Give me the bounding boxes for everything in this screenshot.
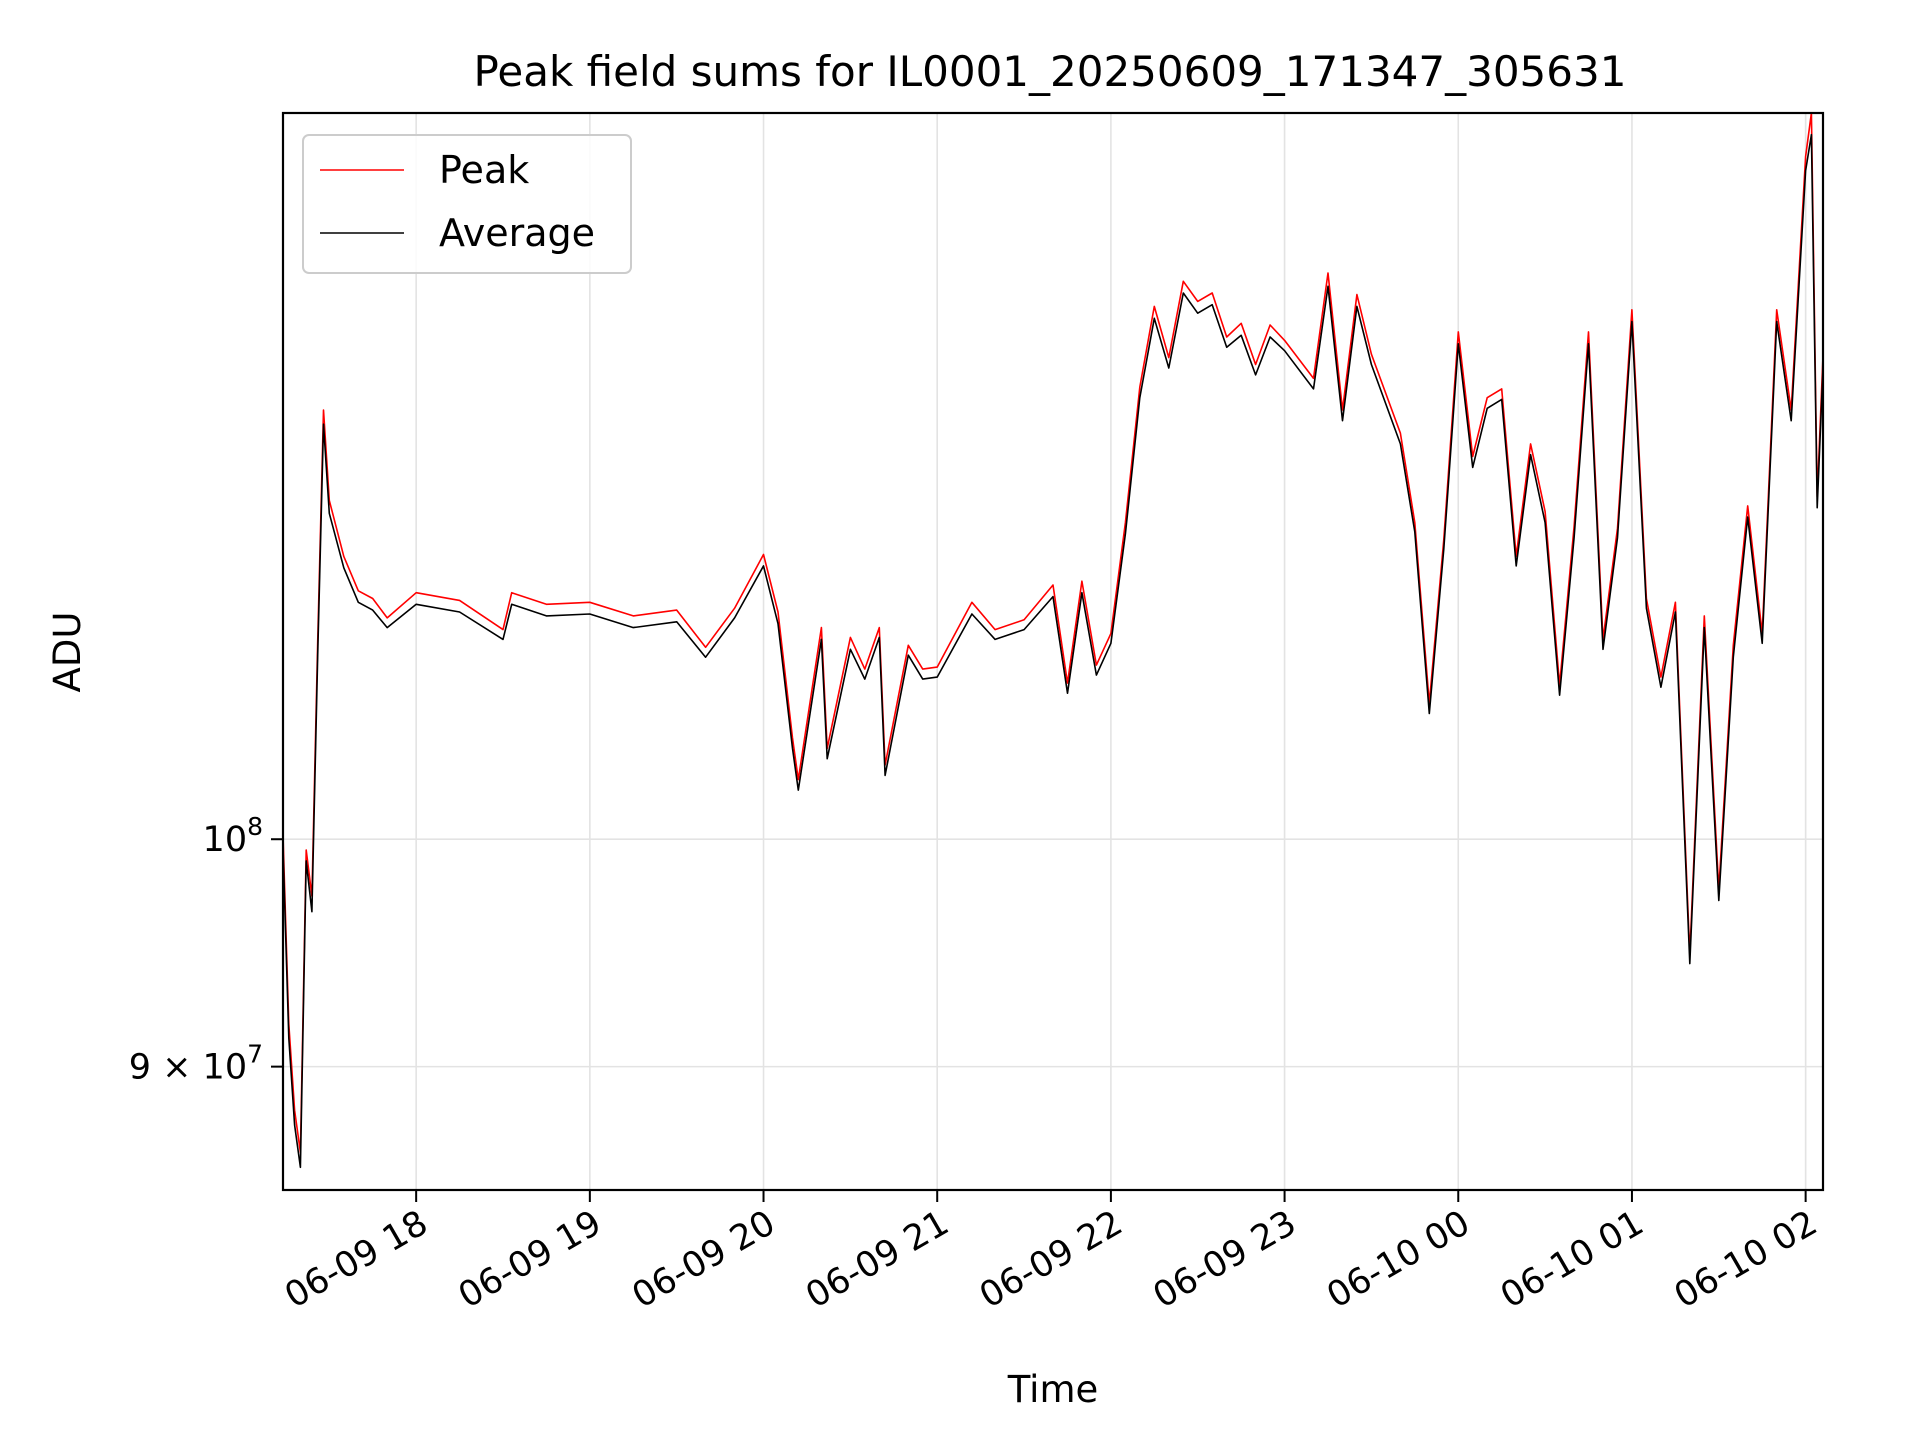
x-axis-label: Time xyxy=(1007,1368,1099,1411)
y-tick-label: 9 × 107 xyxy=(129,1040,263,1088)
y-tick-label: 108 xyxy=(203,812,263,860)
legend-average-label: Average xyxy=(439,211,595,255)
series-lines xyxy=(282,112,1824,1169)
y-axis-label: ADU xyxy=(46,612,89,693)
grid-lines xyxy=(283,113,1823,1190)
legend: Peak Average xyxy=(302,134,632,274)
legend-peak-label: Peak xyxy=(439,148,529,192)
plot-frame xyxy=(281,111,1825,1192)
chart-title: Peak field sums for IL0001_20250609_1713… xyxy=(474,47,1627,96)
series-line-average xyxy=(282,133,1824,1169)
